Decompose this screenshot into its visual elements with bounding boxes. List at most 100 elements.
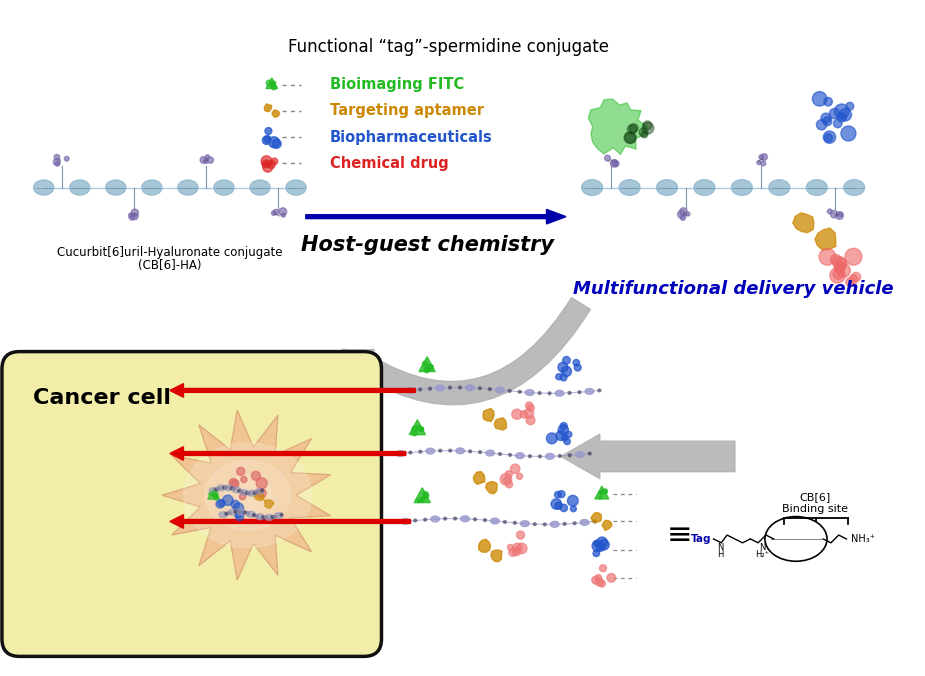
Circle shape bbox=[255, 491, 258, 493]
Circle shape bbox=[268, 137, 279, 148]
Polygon shape bbox=[162, 410, 330, 580]
Ellipse shape bbox=[426, 448, 435, 454]
Circle shape bbox=[598, 539, 610, 550]
Ellipse shape bbox=[555, 390, 564, 396]
Circle shape bbox=[566, 431, 572, 437]
Circle shape bbox=[270, 81, 275, 86]
Circle shape bbox=[255, 514, 258, 518]
Circle shape bbox=[607, 573, 616, 582]
Circle shape bbox=[594, 540, 599, 546]
Circle shape bbox=[229, 479, 238, 487]
Circle shape bbox=[757, 160, 761, 164]
Circle shape bbox=[641, 131, 648, 138]
Circle shape bbox=[760, 161, 766, 166]
Text: (CB[6]-HA): (CB[6]-HA) bbox=[138, 259, 202, 272]
Circle shape bbox=[427, 364, 433, 370]
Circle shape bbox=[852, 272, 860, 281]
Circle shape bbox=[131, 209, 139, 216]
Ellipse shape bbox=[248, 490, 256, 496]
Circle shape bbox=[245, 491, 248, 495]
Ellipse shape bbox=[515, 453, 524, 458]
Ellipse shape bbox=[265, 514, 274, 521]
Circle shape bbox=[603, 489, 607, 493]
Circle shape bbox=[421, 497, 426, 501]
Circle shape bbox=[263, 162, 273, 172]
Polygon shape bbox=[478, 539, 490, 552]
Ellipse shape bbox=[255, 489, 264, 494]
Ellipse shape bbox=[431, 516, 439, 522]
Circle shape bbox=[833, 119, 842, 128]
Circle shape bbox=[612, 160, 619, 167]
Circle shape bbox=[223, 495, 233, 506]
Circle shape bbox=[273, 210, 278, 215]
Text: Cancer cell: Cancer cell bbox=[33, 388, 171, 408]
Circle shape bbox=[561, 435, 568, 441]
Ellipse shape bbox=[844, 180, 865, 195]
Text: Functional “tag”-spermidine conjugate: Functional “tag”-spermidine conjugate bbox=[288, 38, 609, 56]
Circle shape bbox=[246, 512, 249, 514]
Circle shape bbox=[222, 486, 225, 489]
Ellipse shape bbox=[461, 516, 469, 522]
Circle shape bbox=[680, 208, 687, 215]
Polygon shape bbox=[491, 550, 502, 562]
Polygon shape bbox=[272, 110, 279, 117]
Circle shape bbox=[413, 519, 416, 522]
Circle shape bbox=[248, 492, 251, 495]
Ellipse shape bbox=[183, 443, 312, 548]
Polygon shape bbox=[419, 357, 436, 372]
Circle shape bbox=[511, 464, 520, 473]
Circle shape bbox=[65, 156, 69, 161]
Circle shape bbox=[817, 120, 827, 130]
Circle shape bbox=[453, 517, 457, 520]
Circle shape bbox=[499, 452, 501, 456]
Circle shape bbox=[528, 455, 531, 458]
Text: H₂⁺: H₂⁺ bbox=[755, 550, 769, 559]
Ellipse shape bbox=[238, 509, 246, 515]
Circle shape bbox=[845, 248, 862, 265]
Circle shape bbox=[838, 212, 843, 216]
Ellipse shape bbox=[232, 487, 241, 493]
Polygon shape bbox=[815, 228, 836, 250]
Circle shape bbox=[597, 537, 608, 548]
Circle shape bbox=[252, 471, 261, 481]
Circle shape bbox=[217, 487, 220, 490]
Circle shape bbox=[598, 389, 601, 392]
Circle shape bbox=[832, 269, 844, 279]
Circle shape bbox=[266, 80, 272, 86]
Circle shape bbox=[253, 491, 256, 494]
Circle shape bbox=[444, 517, 447, 520]
Polygon shape bbox=[602, 521, 612, 531]
Circle shape bbox=[238, 489, 240, 492]
Ellipse shape bbox=[732, 180, 752, 195]
Circle shape bbox=[571, 506, 576, 512]
Circle shape bbox=[599, 564, 607, 572]
Circle shape bbox=[240, 490, 243, 493]
Circle shape bbox=[207, 157, 214, 163]
Circle shape bbox=[256, 489, 266, 498]
Circle shape bbox=[484, 518, 487, 521]
Circle shape bbox=[643, 121, 652, 130]
Circle shape bbox=[567, 496, 578, 506]
Circle shape bbox=[596, 575, 601, 581]
Circle shape bbox=[509, 548, 516, 556]
Ellipse shape bbox=[582, 180, 602, 195]
Circle shape bbox=[478, 387, 481, 390]
Circle shape bbox=[678, 210, 685, 218]
Ellipse shape bbox=[436, 385, 444, 391]
Circle shape bbox=[821, 113, 831, 123]
Text: Tag: Tag bbox=[691, 534, 711, 544]
Ellipse shape bbox=[486, 450, 495, 456]
Circle shape bbox=[834, 104, 849, 118]
Circle shape bbox=[419, 427, 424, 431]
Circle shape bbox=[243, 511, 246, 514]
Circle shape bbox=[830, 108, 840, 119]
Circle shape bbox=[603, 489, 608, 494]
Circle shape bbox=[831, 254, 841, 265]
Circle shape bbox=[556, 431, 566, 441]
Ellipse shape bbox=[240, 489, 249, 496]
Circle shape bbox=[578, 391, 581, 393]
Circle shape bbox=[425, 367, 429, 372]
Ellipse shape bbox=[619, 180, 640, 195]
Circle shape bbox=[488, 387, 491, 391]
Circle shape bbox=[213, 491, 218, 497]
